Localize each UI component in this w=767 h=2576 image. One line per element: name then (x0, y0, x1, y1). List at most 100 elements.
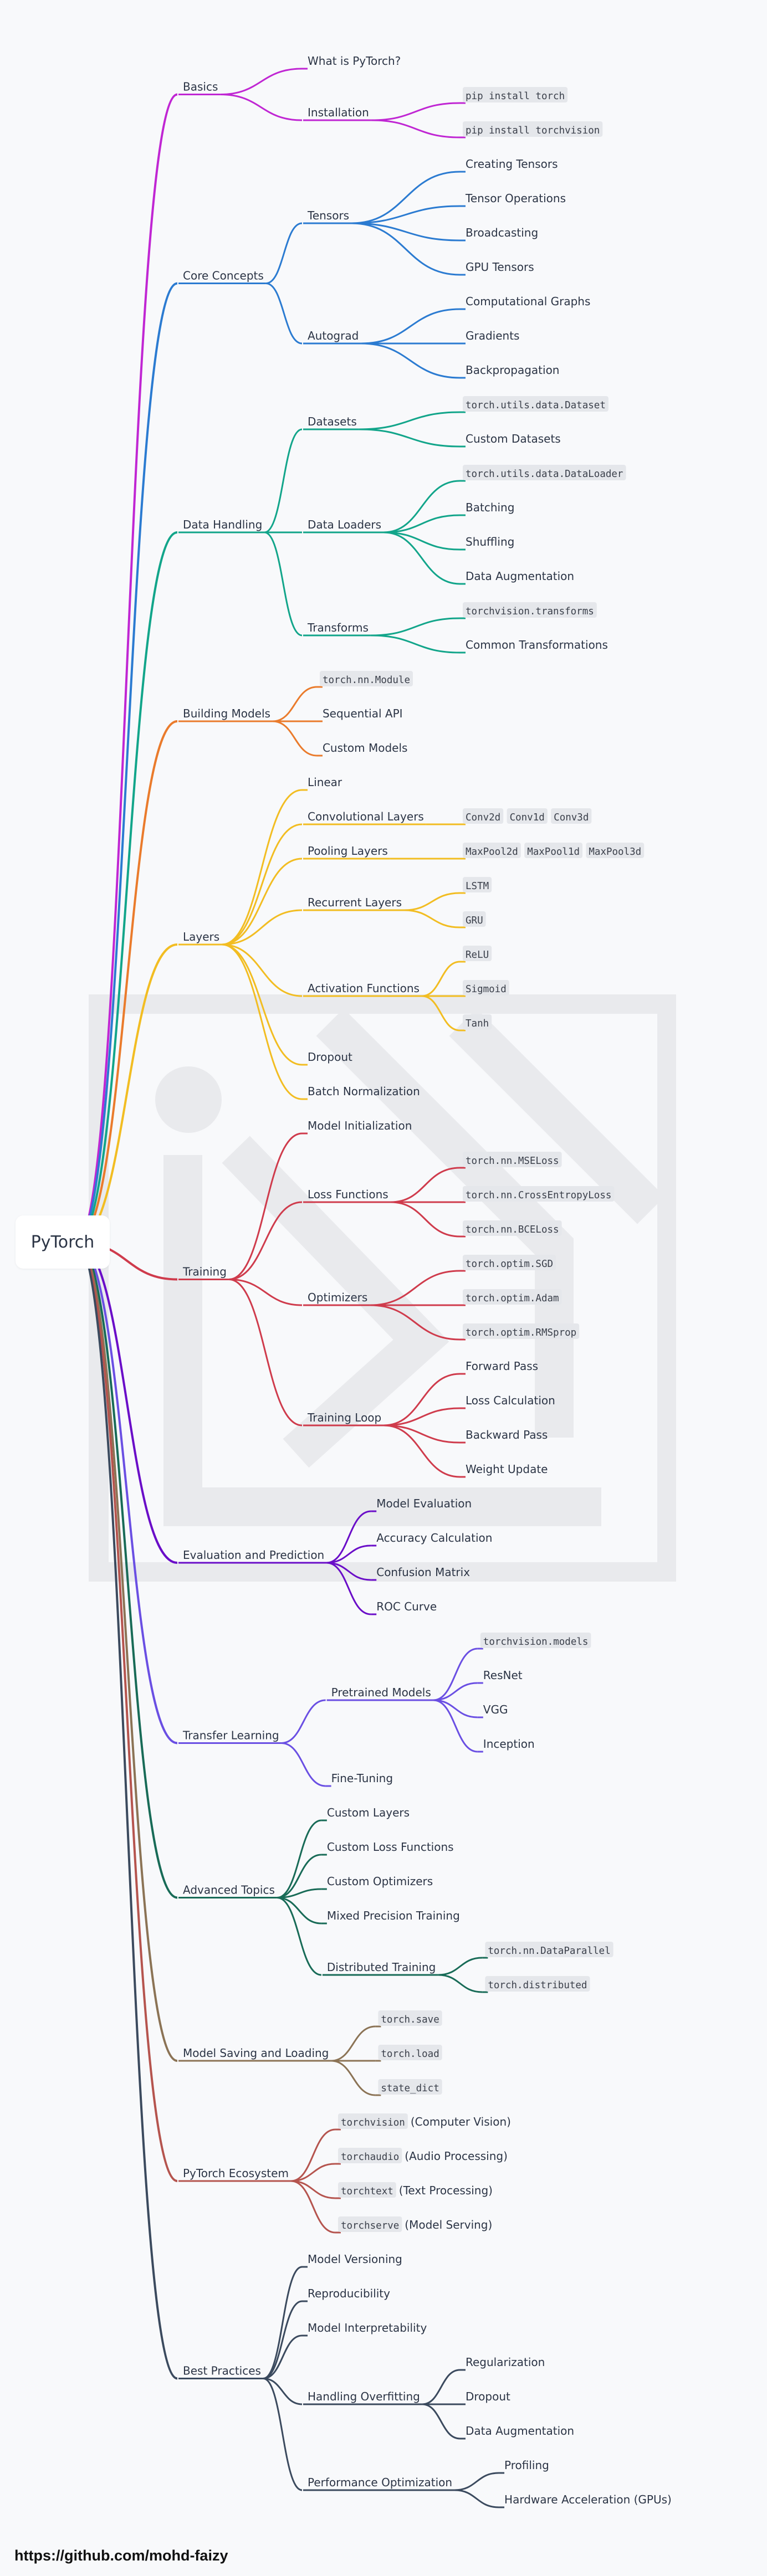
node-regularization[interactable]: Regularization (466, 2356, 545, 2369)
node-custom-models[interactable]: Custom Models (323, 741, 407, 755)
node-transforms[interactable]: Transforms (307, 621, 369, 634)
node-mixed-precision-training[interactable]: Mixed Precision Training (327, 1909, 460, 1922)
node-layers[interactable]: Layers (183, 930, 219, 943)
node-reproducibility[interactable]: Reproducibility (308, 2287, 390, 2300)
node-optimizers[interactable]: Optimizers (308, 1291, 367, 1304)
node-autograd[interactable]: Autograd (308, 329, 359, 342)
node-custom-optimizers[interactable]: Custom Optimizers (327, 1875, 433, 1888)
node-what-is-pytorch[interactable]: What is PyTorch? (308, 54, 401, 68)
node-data-augmentation[interactable]: Data Augmentation (466, 569, 574, 583)
node-shuffling[interactable]: Shuffling (466, 535, 514, 548)
node-evaluation-and-prediction[interactable]: Evaluation and Prediction (183, 1548, 324, 1562)
node-broadcasting[interactable]: Broadcasting (466, 226, 538, 239)
node-gru[interactable]: GRU (463, 911, 486, 927)
node-pretrained-models[interactable]: Pretrained Models (331, 1686, 431, 1699)
node-basics[interactable]: Basics (183, 80, 218, 94)
node-installation[interactable]: Installation (308, 106, 369, 119)
node-model-evaluation[interactable]: Model Evaluation (376, 1497, 472, 1510)
node-sigmoid[interactable]: Sigmoid (463, 980, 509, 995)
node-batching[interactable]: Batching (466, 501, 514, 514)
node-lstm[interactable]: LSTM (463, 877, 492, 892)
node-maxpool2d-maxpool1d-maxpool3d[interactable]: MaxPool2d , MaxPool1d , MaxPool3d (463, 843, 645, 858)
node-resnet[interactable]: ResNet (483, 1669, 523, 1682)
node-transfer-learning[interactable]: Transfer Learning (182, 1729, 279, 1742)
node-model-interpretability[interactable]: Model Interpretability (308, 2321, 427, 2334)
node-tensor-operations[interactable]: Tensor Operations (465, 192, 566, 205)
node-hardware-acceleration-gpus[interactable]: Hardware Acceleration (GPUs) (504, 2493, 672, 2506)
node-pooling-layers[interactable]: Pooling Layers (308, 844, 388, 858)
node-linear[interactable]: Linear (308, 776, 342, 789)
node-torchvision-transforms[interactable]: torchvision.transforms (463, 602, 597, 618)
node-activation-functions[interactable]: Activation Functions (308, 982, 420, 995)
node-pip-install-torch[interactable]: pip install torch (463, 87, 568, 102)
node-gradients[interactable]: Gradients (466, 329, 519, 342)
node-model-versioning[interactable]: Model Versioning (308, 2252, 402, 2266)
node-data-loaders[interactable]: Data Loaders (308, 518, 381, 531)
node-dropout[interactable]: Dropout (466, 2390, 510, 2403)
node-recurrent-layers[interactable]: Recurrent Layers (308, 896, 402, 909)
node-pip-install-torchvision[interactable]: pip install torchvision (463, 121, 603, 137)
node-inception[interactable]: Inception (483, 1737, 535, 1751)
node-training[interactable]: Training (182, 1265, 227, 1279)
node-torchserve-model-serving[interactable]: torchserve (Model Serving) (338, 2216, 492, 2232)
node-data-augmentation[interactable]: Data Augmentation (466, 2424, 574, 2438)
node-profiling[interactable]: Profiling (504, 2459, 549, 2472)
node-fine-tuning[interactable]: Fine-Tuning (331, 1772, 393, 1785)
node-computational-graphs[interactable]: Computational Graphs (466, 295, 590, 308)
node-pytorch-ecosystem[interactable]: PyTorch Ecosystem (183, 2167, 289, 2180)
node-torchvision-computer-vision[interactable]: torchvision (Computer Vision) (338, 2113, 511, 2129)
node-custom-datasets[interactable]: Custom Datasets (466, 432, 561, 445)
node-custom-loss-functions[interactable]: Custom Loss Functions (327, 1840, 454, 1854)
node-batch-normalization[interactable]: Batch Normalization (308, 1085, 420, 1098)
node-advanced-topics[interactable]: Advanced Topics (183, 1884, 275, 1897)
node-model-initialization[interactable]: Model Initialization (308, 1119, 412, 1132)
node-creating-tensors[interactable]: Creating Tensors (466, 157, 558, 171)
node-torchvision-models[interactable]: torchvision.models (480, 1633, 591, 1648)
node-relu[interactable]: ReLU (463, 946, 492, 961)
node-datasets[interactable]: Datasets (308, 415, 357, 428)
node-common-transformations[interactable]: Common Transformations (466, 638, 608, 651)
node-training-loop[interactable]: Training Loop (307, 1411, 381, 1424)
node-handling-overfitting[interactable]: Handling Overfitting (308, 2390, 420, 2403)
node-best-practices[interactable]: Best Practices (183, 2364, 261, 2378)
node-roc-curve[interactable]: ROC Curve (376, 1600, 437, 1613)
node-torch-distributed[interactable]: torch.distributed (485, 1976, 590, 1992)
node-torch-save[interactable]: torch.save (378, 2010, 442, 2026)
node-confusion-matrix[interactable]: Confusion Matrix (376, 1566, 470, 1579)
node-data-handling[interactable]: Data Handling (183, 518, 262, 531)
node-backward-pass[interactable]: Backward Pass (466, 1428, 548, 1441)
node-torch-load[interactable]: torch.load (378, 2045, 442, 2060)
node-custom-layers[interactable]: Custom Layers (327, 1806, 410, 1819)
node-convolutional-layers[interactable]: Convolutional Layers (308, 810, 424, 823)
node-torch-optim-sgd[interactable]: torch.optim.SGD (463, 1255, 556, 1270)
node-torch-optim-rmsprop[interactable]: torch.optim.RMSprop (463, 1323, 580, 1339)
node-performance-optimization[interactable]: Performance Optimization (308, 2476, 452, 2489)
node-vgg[interactable]: VGG (483, 1703, 508, 1716)
node-torchaudio-audio-processing[interactable]: torchaudio (Audio Processing) (338, 2148, 508, 2163)
node-torch-nn-module[interactable]: torch.nn.Module (319, 671, 413, 686)
node-torchtext-text-processing[interactable]: torchtext (Text Processing) (338, 2182, 493, 2198)
node-distributed-training[interactable]: Distributed Training (327, 1961, 436, 1974)
node-dropout[interactable]: Dropout (308, 1050, 352, 1064)
node-tanh[interactable]: Tanh (463, 1014, 492, 1030)
footer-link[interactable]: https://github.com/mohd-faizy (14, 2547, 228, 2564)
node-torch-utils-data-dataset[interactable]: torch.utils.data.Dataset (463, 396, 609, 412)
node-forward-pass[interactable]: Forward Pass (466, 1359, 538, 1373)
node-loss-functions[interactable]: Loss Functions (308, 1188, 388, 1201)
node-state-dict[interactable]: state_dict (378, 2079, 442, 2095)
node-torch-nn-bceloss[interactable]: torch.nn.BCELoss (463, 1220, 562, 1236)
node-torch-optim-adam[interactable]: torch.optim.Adam (463, 1289, 562, 1305)
node-torch-utils-data-dataloader[interactable]: torch.utils.data.DataLoader (463, 465, 626, 480)
node-gpu-tensors[interactable]: GPU Tensors (466, 260, 534, 274)
node-torch-nn-mseloss[interactable]: torch.nn.MSELoss (463, 1152, 562, 1167)
node-loss-calculation[interactable]: Loss Calculation (466, 1394, 555, 1407)
node-model-saving-and-loading[interactable]: Model Saving and Loading (183, 2046, 329, 2060)
node-tensors[interactable]: Tensors (307, 209, 349, 222)
node-backpropagation[interactable]: Backpropagation (466, 363, 559, 377)
node-weight-update[interactable]: Weight Update (466, 1463, 548, 1476)
node-torch-nn-crossentropyloss[interactable]: torch.nn.CrossEntropyLoss (463, 1186, 615, 1202)
node-building-models[interactable]: Building Models (183, 707, 270, 720)
root-node[interactable]: PyTorch (16, 1215, 110, 1269)
node-accuracy-calculation[interactable]: Accuracy Calculation (376, 1531, 492, 1544)
node-conv2d-conv1d-conv3d[interactable]: Conv2d , Conv1d , Conv3d (463, 808, 592, 824)
